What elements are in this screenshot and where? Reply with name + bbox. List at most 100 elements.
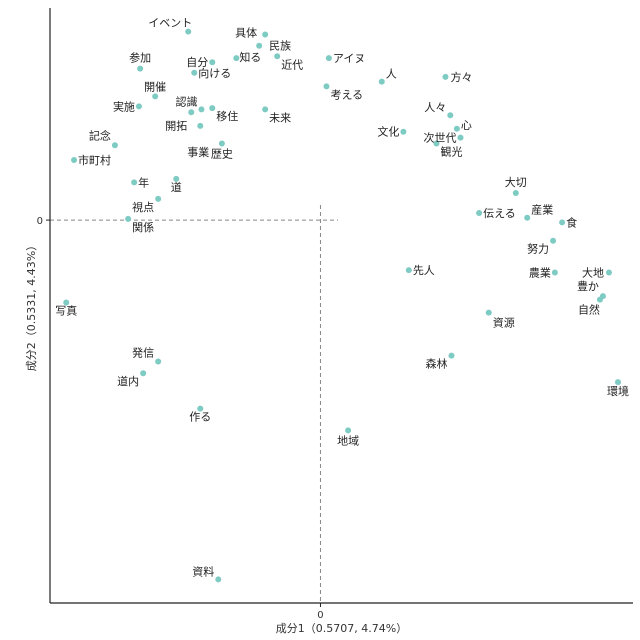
- point-label: 未来: [269, 111, 291, 124]
- point-label: 市町村: [78, 153, 111, 167]
- point-label: 伝える: [483, 207, 516, 220]
- data-point: [197, 122, 204, 129]
- data-point: [191, 69, 198, 76]
- data-point: [274, 53, 281, 60]
- data-point: [442, 73, 449, 80]
- point-label: 農業: [529, 266, 551, 280]
- point-label: 努力: [527, 242, 549, 256]
- data-point: [218, 140, 225, 147]
- point-label: 発信: [132, 345, 154, 359]
- data-point: [433, 140, 440, 147]
- point-label: 人々: [424, 101, 446, 114]
- axes: 00: [37, 8, 633, 621]
- data-point: [551, 269, 558, 276]
- data-point: [198, 106, 205, 113]
- data-point: [262, 31, 269, 38]
- point-label: 認識: [175, 94, 197, 108]
- data-point: [457, 134, 464, 141]
- data-point: [215, 576, 222, 583]
- y-axis-title: 成分2（0.5331, 4.43%）: [25, 240, 38, 371]
- point-label: 民族: [269, 39, 291, 53]
- point-label: 記念: [89, 128, 111, 142]
- data-point: [209, 105, 216, 112]
- data-point: [197, 405, 204, 412]
- point-label: 歴史: [211, 147, 233, 160]
- data-point: [524, 214, 531, 221]
- point-label: 自分: [186, 56, 208, 69]
- point-label: 地域: [337, 434, 359, 447]
- data-point: [345, 427, 352, 434]
- data-point: [400, 128, 407, 135]
- data-point: [131, 179, 138, 186]
- data-point: [125, 215, 132, 222]
- point-label: 関係: [132, 221, 154, 234]
- data-point: [448, 352, 455, 359]
- point-label: 資料: [192, 564, 214, 578]
- data-point: [137, 65, 144, 72]
- point-label: 事業: [187, 146, 209, 159]
- data-point: [111, 142, 118, 149]
- point-label: 先人: [413, 264, 435, 277]
- point-label: 写真: [55, 304, 77, 318]
- point-label: 道内: [117, 374, 139, 388]
- data-point: [447, 112, 454, 119]
- data-point: [155, 195, 162, 202]
- point-label: 産業: [531, 204, 553, 217]
- point-label: 道: [171, 180, 182, 194]
- reference-lines: [50, 205, 338, 603]
- data-point: [135, 103, 142, 110]
- data-point: [155, 358, 162, 365]
- point-label: 方々: [450, 70, 472, 84]
- point-label: イベント: [148, 17, 192, 30]
- point-label: 森林: [425, 357, 447, 371]
- data-point: [256, 42, 263, 49]
- x-tick-label: 0: [317, 610, 323, 621]
- data-point: [405, 267, 412, 274]
- point-label: 作る: [189, 411, 211, 424]
- point-label: 近代: [281, 58, 303, 71]
- data-point: [512, 189, 519, 196]
- data-point: [596, 296, 603, 303]
- data-point: [453, 125, 460, 132]
- data-point: [323, 83, 330, 90]
- point-label: アイヌ: [333, 52, 365, 65]
- data-points: [63, 28, 621, 583]
- point-label: 豊か: [577, 280, 599, 293]
- data-point: [71, 156, 78, 163]
- point-label: 移住: [216, 109, 238, 123]
- point-label: 観光: [440, 144, 462, 158]
- y-tick-label: 0: [37, 216, 43, 227]
- point-label: 大地: [582, 266, 604, 280]
- point-label: 具体: [235, 26, 257, 40]
- point-label: 開拓: [165, 118, 187, 132]
- data-point: [185, 28, 192, 35]
- point-label: 次世代: [424, 131, 457, 145]
- x-axis-title: 成分1（0.5707, 4.74%）: [276, 622, 407, 635]
- data-point: [152, 93, 159, 100]
- point-label: 参加: [129, 51, 151, 65]
- point-label: 心: [461, 119, 472, 132]
- data-point: [233, 55, 240, 62]
- data-point: [476, 210, 483, 217]
- point-label: 文化: [377, 125, 399, 139]
- data-point: [173, 175, 180, 182]
- point-label: 向ける: [198, 66, 231, 80]
- data-point: [378, 78, 385, 85]
- data-point: [188, 109, 195, 116]
- point-label: 視点: [132, 200, 154, 214]
- point-label: 人: [386, 68, 397, 81]
- point-label: 資源: [493, 316, 515, 330]
- point-label: 開催: [144, 79, 166, 93]
- data-point: [605, 269, 612, 276]
- point-label: 食: [566, 215, 577, 229]
- data-point: [485, 309, 492, 316]
- data-point: [209, 59, 216, 66]
- point-label: 大切: [505, 175, 527, 189]
- point-label: 知る: [239, 50, 261, 64]
- point-label: 自然: [578, 303, 600, 317]
- point-label: 実施: [113, 99, 135, 113]
- data-point: [262, 106, 269, 113]
- data-point: [63, 299, 70, 306]
